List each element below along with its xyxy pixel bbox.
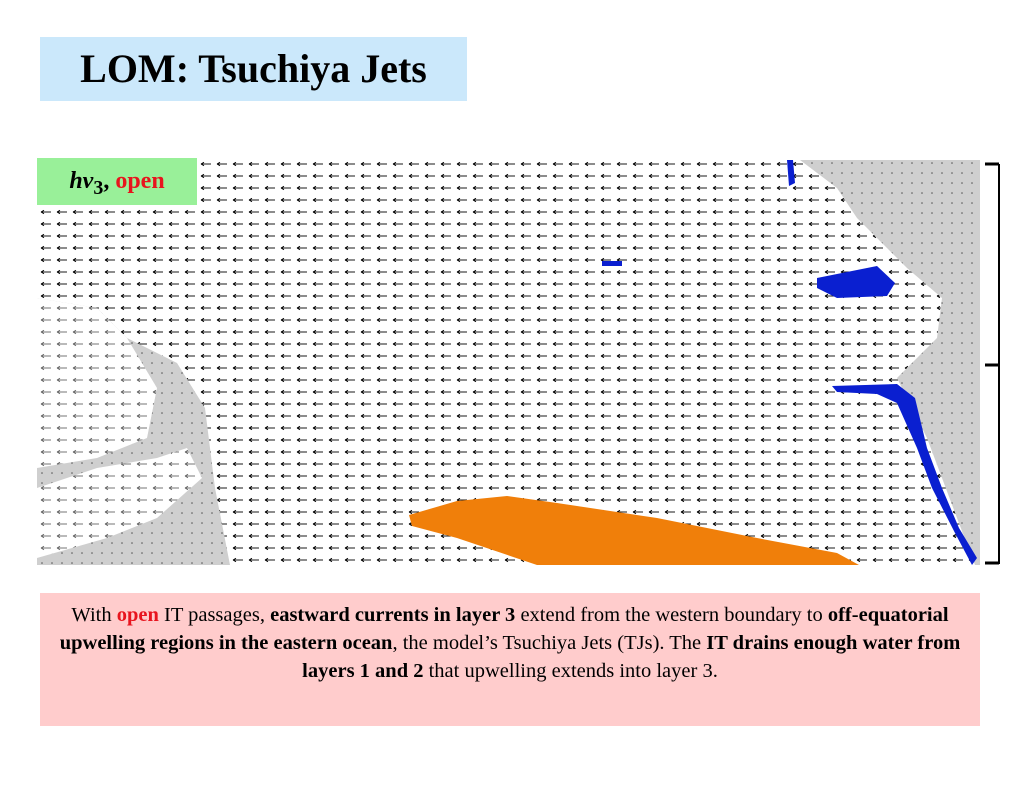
caption: With open IT passages, eastward currents…	[40, 593, 980, 726]
caption-bold: off-equatorial upwelling regions in the …	[59, 604, 949, 654]
label-separator: ,	[103, 168, 110, 194]
label-subscript: 3	[93, 176, 104, 199]
slide-title: LOM: Tsuchiya Jets	[40, 37, 467, 101]
label-case: open	[115, 168, 165, 194]
caption-text: extend from the western boundary to	[515, 604, 828, 626]
caption-text: With	[71, 604, 117, 626]
label-symbol: hv	[69, 168, 94, 194]
panel-label: hv3, open	[37, 158, 197, 205]
caption-text: that upwelling extends into layer 3.	[423, 660, 718, 682]
caption-highlight: open	[116, 604, 159, 626]
caption-text: IT passages,	[158, 604, 271, 626]
model-map	[37, 160, 1000, 565]
caption-text: , the model’s Tsuchiya Jets (TJs). The	[392, 632, 707, 654]
caption-bold: eastward currents in layer 3	[270, 604, 516, 626]
caption-bold: IT drains enough water from layers 1 and…	[302, 632, 961, 682]
